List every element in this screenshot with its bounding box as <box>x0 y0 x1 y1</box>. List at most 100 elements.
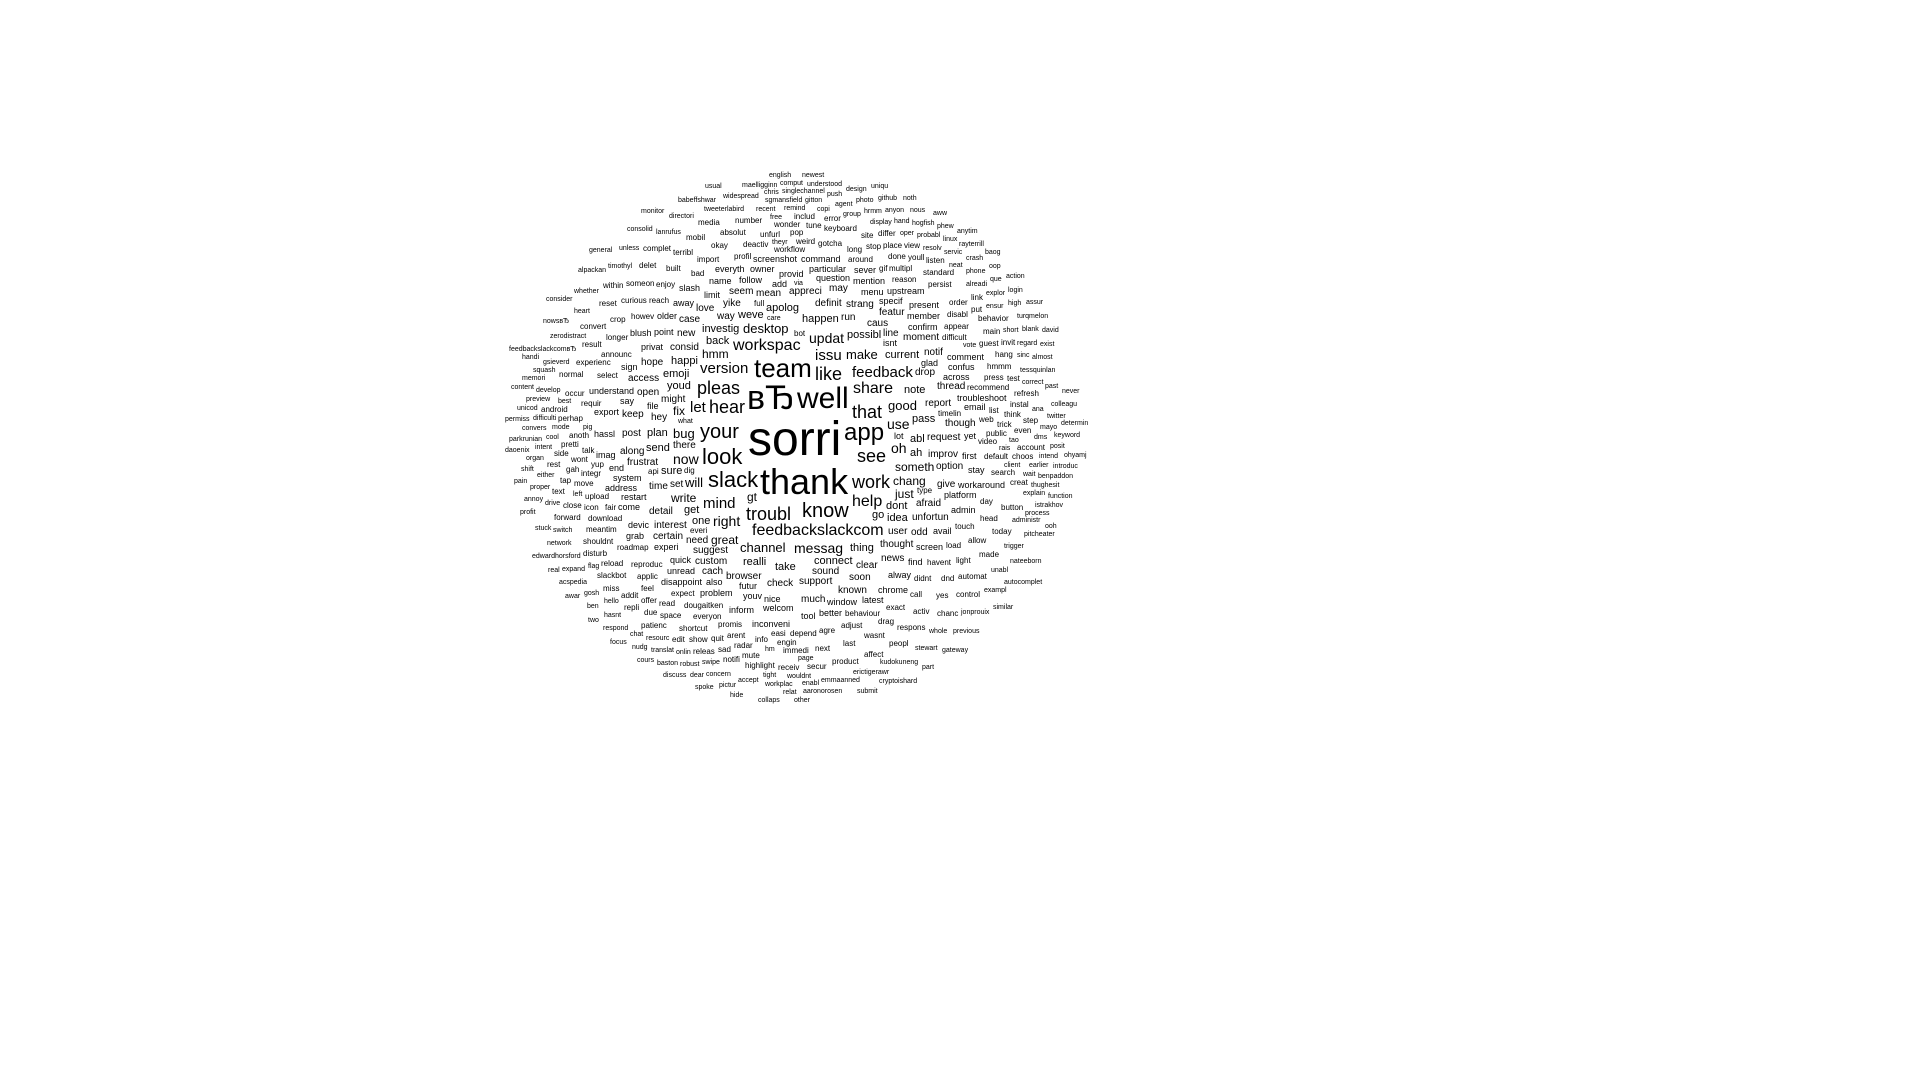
word: great <box>711 533 739 547</box>
word: yup <box>591 460 604 469</box>
word: permiss <box>505 416 530 423</box>
word: howev <box>631 312 655 321</box>
word: sound <box>812 566 840 577</box>
word: alway <box>888 570 912 580</box>
word: process <box>1025 510 1050 517</box>
word: never <box>1062 388 1080 395</box>
word: workaround <box>958 480 1006 490</box>
word: app <box>844 419 885 446</box>
word: pain <box>514 478 528 485</box>
word: know <box>802 500 849 522</box>
word: baston <box>657 660 679 667</box>
word: search <box>991 468 1016 477</box>
word: web <box>979 415 994 424</box>
word: hassl <box>594 429 616 439</box>
word: made <box>979 550 1000 559</box>
word: mention <box>853 276 886 286</box>
word: gt <box>747 490 758 504</box>
word: disabl <box>947 310 968 319</box>
word: memori <box>522 375 546 382</box>
word: test <box>1007 374 1020 383</box>
word: current <box>885 349 920 361</box>
word: mind <box>703 495 736 512</box>
word: widespread <box>723 193 759 200</box>
word: help <box>852 493 883 510</box>
word: past <box>1045 383 1059 390</box>
word: consid <box>670 342 699 353</box>
word: wait <box>1023 471 1036 478</box>
word: patienc <box>641 621 667 630</box>
word: write <box>671 491 697 505</box>
word: gitton <box>805 197 823 204</box>
word: put <box>971 305 983 314</box>
word: phew <box>937 223 954 230</box>
word: edit <box>672 635 685 644</box>
word: right <box>713 513 741 529</box>
word: rayterrill <box>959 241 984 248</box>
word: annoy <box>524 496 544 503</box>
word: general <box>589 247 613 254</box>
word: dear <box>690 672 705 679</box>
word: tao <box>1009 437 1019 444</box>
word: anyon <box>885 207 905 214</box>
word: arent <box>727 631 746 640</box>
word: upstream <box>887 286 925 296</box>
word: read <box>659 599 676 608</box>
word: line <box>883 328 899 339</box>
word: request <box>927 432 961 443</box>
word: twitter <box>1047 413 1066 420</box>
word: drop <box>915 367 936 378</box>
word: kudokuneng <box>880 659 919 666</box>
word: pictur <box>719 682 737 689</box>
word: profil <box>734 252 752 261</box>
word: automat <box>958 572 987 581</box>
word: maelligginn <box>742 182 778 189</box>
word: linux <box>943 236 958 243</box>
word: exact <box>886 603 906 612</box>
word: multipl <box>889 264 913 273</box>
word: real <box>548 567 560 574</box>
word: thought <box>880 539 914 550</box>
word: drive <box>545 500 561 507</box>
word: absolut <box>720 228 746 237</box>
word: built <box>666 264 681 273</box>
word: expand <box>562 566 585 573</box>
word: guest <box>979 339 999 348</box>
word: relat <box>783 689 797 696</box>
word: hrmm <box>864 208 882 215</box>
word: invit <box>1001 338 1016 347</box>
word: disturb <box>583 549 608 558</box>
word: comment <box>947 352 985 362</box>
word: affect <box>864 650 884 659</box>
word: colleagu <box>1051 401 1078 408</box>
word: now <box>673 451 699 467</box>
word: dig <box>684 466 695 475</box>
word: ben <box>587 603 599 610</box>
word: cours <box>637 657 655 664</box>
word: refresh <box>1014 389 1039 398</box>
word: thread <box>937 381 966 392</box>
word: gsieverd <box>543 359 570 366</box>
word: expect <box>671 589 695 598</box>
word: posit <box>1050 443 1065 450</box>
word: explor <box>986 290 1006 297</box>
word: mobil <box>686 233 706 242</box>
word: stay <box>968 465 985 475</box>
word: devic <box>628 520 650 530</box>
word: issu <box>815 347 842 364</box>
word: enjoy <box>656 280 676 289</box>
word: benpaddon <box>1038 473 1074 480</box>
word: timothyl <box>608 263 633 270</box>
word: day <box>980 497 993 506</box>
word: directori <box>669 213 694 220</box>
word: develop <box>536 387 561 394</box>
word: offer <box>641 596 657 605</box>
word: also <box>706 577 723 587</box>
word: import <box>697 255 720 264</box>
word: older <box>657 311 678 321</box>
word: step <box>1023 416 1039 425</box>
word: trigger <box>1004 543 1024 550</box>
word: turqmelon <box>1017 313 1049 320</box>
word: unicod <box>517 405 538 412</box>
word: done <box>888 252 906 261</box>
